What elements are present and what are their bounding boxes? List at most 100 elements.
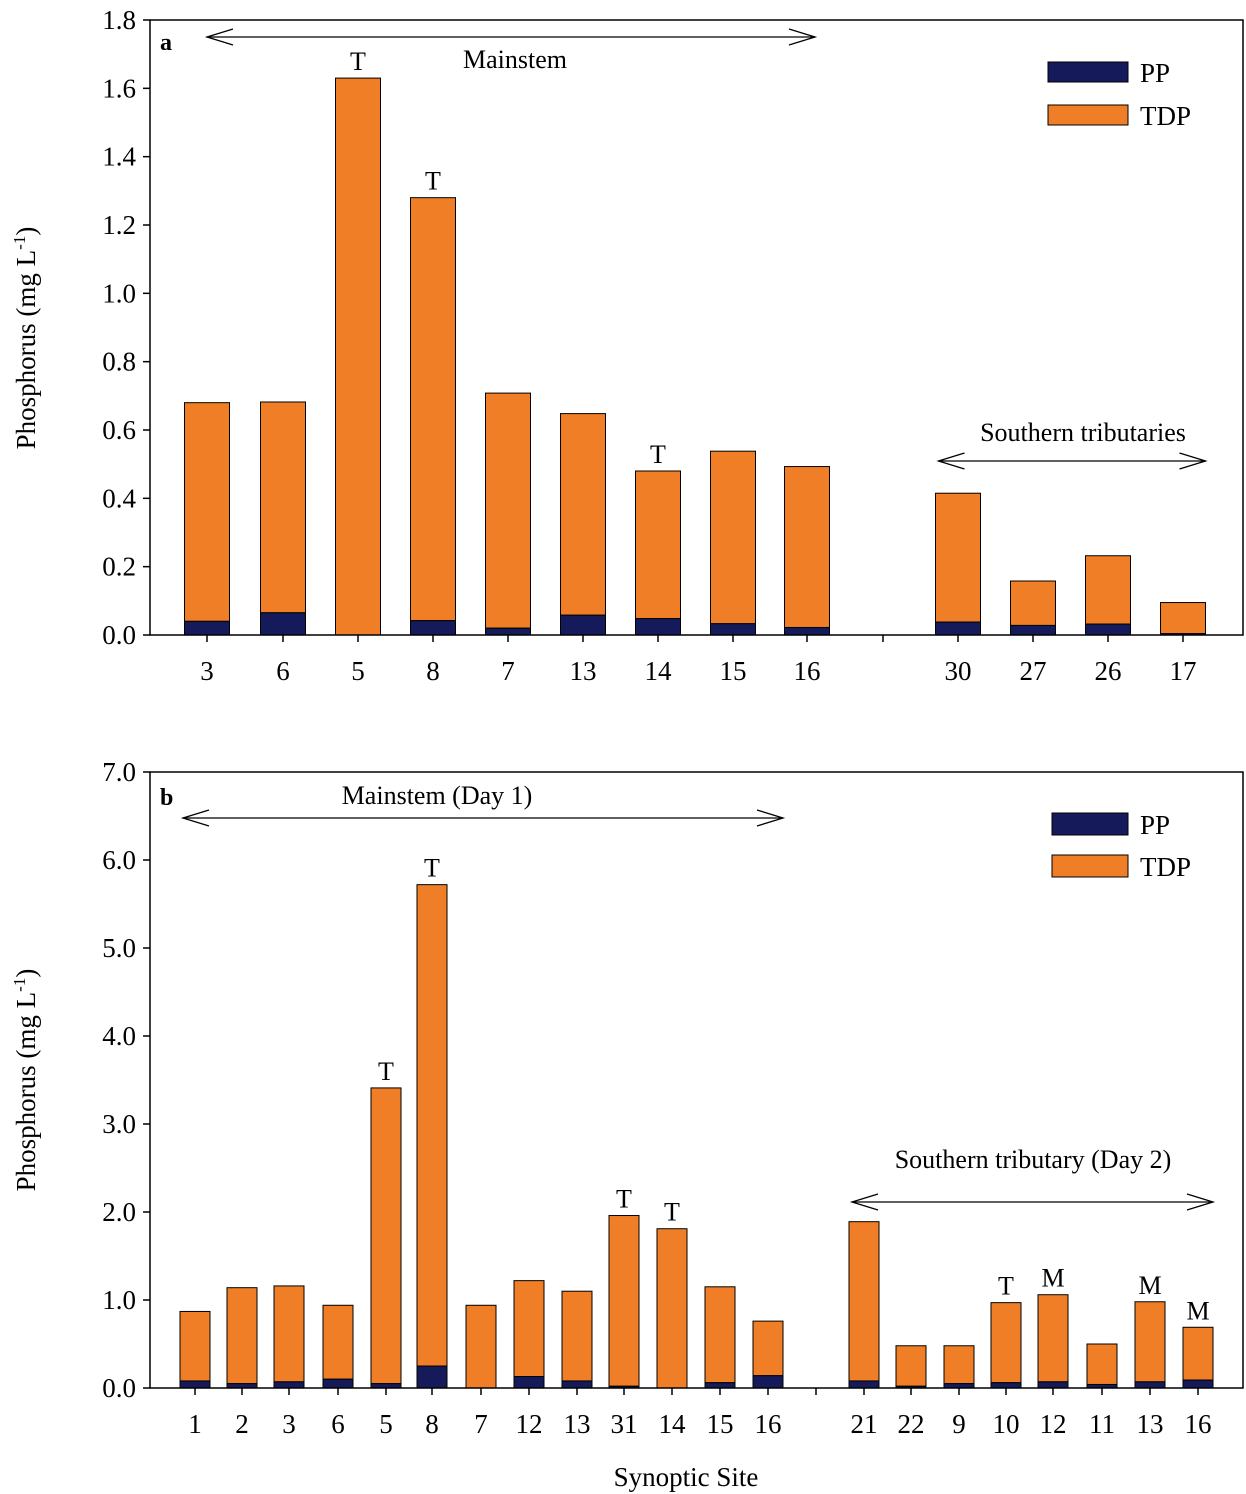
bar-pp <box>410 620 456 636</box>
x-tick-label: 16 <box>1185 1409 1212 1439</box>
bar-pp <box>179 1380 211 1389</box>
x-tick-label: 16 <box>755 1409 782 1439</box>
bar-tdp <box>943 1345 975 1385</box>
bar-pp <box>848 1380 880 1389</box>
bar-pp <box>184 620 230 636</box>
bar-pp <box>704 1382 736 1389</box>
bar-tdp <box>260 401 306 614</box>
y-tick-label: 5.0 <box>102 933 136 963</box>
bar-pp <box>635 618 681 636</box>
bar-pp <box>513 1376 545 1389</box>
annotation-label: Southern tributary (Day 2) <box>895 1145 1172 1174</box>
bar-pp <box>990 1382 1022 1389</box>
panel-a-letter: a <box>160 30 172 56</box>
x-tick-label: 13 <box>570 656 597 686</box>
x-tick-label: 2 <box>235 1409 249 1439</box>
bar-tdp <box>561 1290 593 1382</box>
x-tick-label: 21 <box>851 1409 878 1439</box>
x-tick-label: 17 <box>1170 656 1197 686</box>
bar-pp <box>710 623 756 636</box>
x-tick-label: 3 <box>282 1409 296 1439</box>
bar-tdp <box>179 1310 211 1382</box>
panel-b-bars: TTT TT M MM <box>179 854 1214 1389</box>
bar-tdp <box>1182 1326 1214 1381</box>
x-tick-label: 8 <box>425 1409 439 1439</box>
x-tick-label: 7 <box>474 1409 488 1439</box>
bar-label: T <box>616 1185 632 1214</box>
x-tick-label: 14 <box>645 656 673 686</box>
bar-pp <box>560 614 606 636</box>
legend-swatch-pp <box>1047 61 1129 83</box>
legend-label-pp: PP <box>1140 810 1170 840</box>
bar-pp <box>1037 1381 1069 1389</box>
annotation-arrow-head-right <box>1186 1193 1216 1211</box>
bar-tdp <box>895 1345 927 1387</box>
bar-pp <box>784 626 830 636</box>
panel-a-annotations: Mainstem Southern tributaries <box>204 28 1208 470</box>
x-tick-label: 5 <box>379 1409 393 1439</box>
panel-b-plot-frame <box>149 771 1244 1389</box>
bar-tdp <box>416 884 448 1367</box>
bar-tdp <box>465 1304 497 1389</box>
x-tick-label: 27 <box>1020 656 1047 686</box>
bar-tdp <box>226 1287 258 1385</box>
bar-pp <box>1182 1379 1214 1389</box>
bar-pp <box>322 1378 354 1389</box>
annotation-arrow-head-left <box>936 452 965 470</box>
panel-b-y-axis-title: Phosphorus (mg L-1) <box>10 969 41 1192</box>
bar-label: T <box>650 440 666 469</box>
x-tick-label: 6 <box>276 656 290 686</box>
bar-tdp <box>184 402 230 622</box>
panel-a-y-axis-title: Phosphorus (mg L-1) <box>10 227 41 450</box>
bar-pp <box>1134 1381 1166 1389</box>
x-tick-label: 1 <box>188 1409 202 1439</box>
bar-tdp <box>1010 580 1056 626</box>
panel-b-letter: b <box>160 785 173 811</box>
y-tick-label: 4.0 <box>102 1021 136 1051</box>
bar-pp <box>485 627 531 636</box>
y-tick-label: 0.6 <box>102 415 136 445</box>
x-tick-label: 15 <box>720 656 747 686</box>
x-tick-label: 6 <box>331 1409 345 1439</box>
x-tick-label: 30 <box>945 656 972 686</box>
bar-tdp <box>935 492 981 623</box>
bar-tdp <box>322 1304 354 1380</box>
bar-tdp <box>1160 602 1206 635</box>
x-tick-label: 11 <box>1089 1409 1115 1439</box>
bar-label: T <box>424 854 440 883</box>
bar-label: T <box>350 47 366 76</box>
bar-tdp <box>560 413 606 616</box>
annotation-arrow-head-left <box>849 1193 879 1211</box>
x-tick-label: 3 <box>200 656 214 686</box>
y-tick-label: 0.4 <box>102 483 136 513</box>
legend-label-pp: PP <box>1140 58 1170 88</box>
y-tick-label: 1.4 <box>102 142 136 172</box>
panel-b: Phosphorus (mg L-1) 0.0 1.0 2.0 3.0 4.0 5.0 6.… <box>10 757 1244 1492</box>
bar-label: M <box>1138 1271 1161 1300</box>
annotation-label: Mainstem <box>463 45 567 74</box>
x-tick-label: 5 <box>351 656 365 686</box>
bar-tdp <box>1086 1343 1118 1385</box>
bar-tdp <box>1037 1294 1069 1383</box>
bar-pp <box>561 1380 593 1389</box>
x-axis-title: Synoptic Site <box>614 1462 759 1492</box>
bar-pp <box>260 612 306 636</box>
bar-pp <box>752 1375 784 1389</box>
panel-a: Phosphorus (mg L-1) 0.0 0.2 0.4 0.6 0.8 1.0 1.… <box>10 5 1244 686</box>
bar-tdp <box>635 470 681 620</box>
bar-tdp <box>273 1285 305 1383</box>
bar-label: T <box>425 167 441 196</box>
x-tick-label: 7 <box>501 656 515 686</box>
panel-b-x-axis: 1 2 3 6 5 8 7 12 13 31 14 15 16 21 22 9 10 12 11 13 16 <box>188 1388 1212 1439</box>
x-tick-label: 12 <box>516 1409 543 1439</box>
bar-pp <box>273 1381 305 1389</box>
panel-a-y-axis: 0.0 0.2 0.4 0.6 0.8 1.0 1.2 1.4 1.6 1.8 <box>102 5 150 650</box>
x-tick-label: 12 <box>1040 1409 1067 1439</box>
bar-tdp <box>485 392 531 629</box>
panel-b-y-axis: 0.0 1.0 2.0 3.0 4.0 5.0 6.0 7.0 <box>102 757 150 1403</box>
panel-a-plot-frame <box>149 19 1244 636</box>
legend-swatch-pp <box>1051 812 1129 836</box>
y-tick-label: 2.0 <box>102 1197 136 1227</box>
annotation-arrow-head-left <box>180 809 210 827</box>
